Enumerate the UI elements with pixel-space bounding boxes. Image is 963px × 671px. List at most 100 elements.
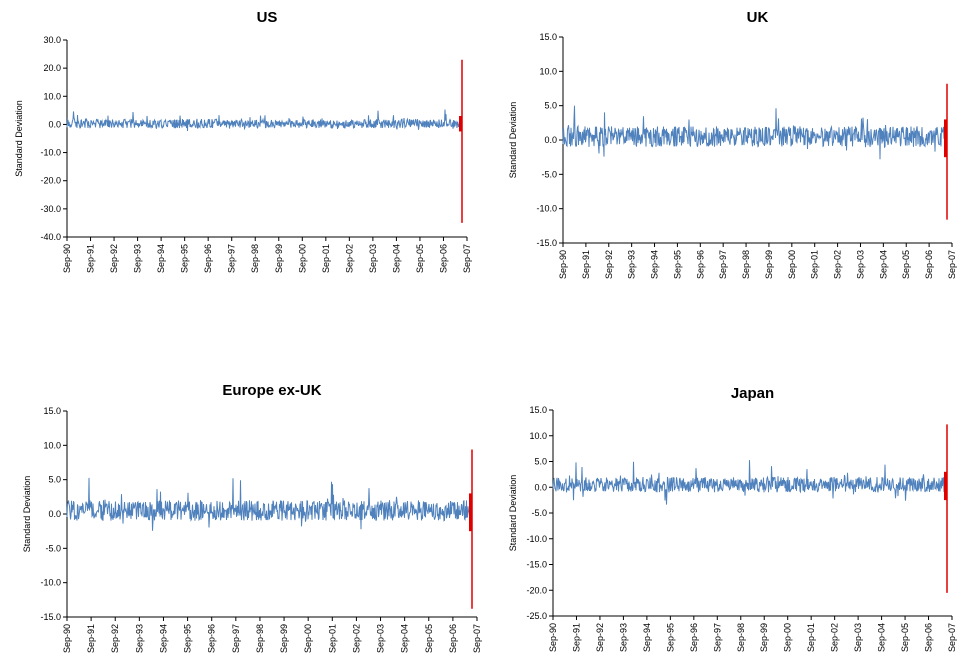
x-tick-label: Sep-05 <box>415 244 425 273</box>
x-tick-label: Sep-96 <box>695 250 705 279</box>
chart-1: UK Standard Deviation -15.0 -10.0 -5.0 0.0 5.0… <box>508 9 957 279</box>
x-tick-label: Sep-01 <box>810 250 820 279</box>
y-tick-label: 5.0 <box>48 475 61 485</box>
chart-title: Europe ex-UK <box>222 382 321 399</box>
x-tick-label: Sep-91 <box>86 244 96 273</box>
x-tick-label: Sep-90 <box>558 250 568 279</box>
y-tick-label: -15.0 <box>536 238 557 248</box>
x-tick-label: Sep-05 <box>900 623 910 652</box>
chart-title: Japan <box>731 385 774 402</box>
x-tick-label: Sep-06 <box>924 250 934 279</box>
x-tick-label: Sep-00 <box>787 250 797 279</box>
x-tick-label: Sep-01 <box>321 244 331 273</box>
y-axis-label: Standard Deviation <box>14 100 24 177</box>
x-tick-label: Sep-98 <box>741 250 751 279</box>
x-tick-label: Sep-06 <box>448 624 458 653</box>
x-tick-label: Sep-00 <box>297 244 307 273</box>
x-tick-label: Sep-06 <box>438 244 448 273</box>
x-tick-label: Sep-92 <box>109 244 119 273</box>
x-tick-label: Sep-98 <box>736 623 746 652</box>
x-tick-label: Sep-90 <box>548 623 558 652</box>
x-tick-label: Sep-05 <box>424 624 434 653</box>
x-tick-label: Sep-05 <box>901 250 911 279</box>
y-tick-label: -30.0 <box>40 204 61 214</box>
x-tick-label: Sep-03 <box>853 623 863 652</box>
chart-0: US Standard Deviation -40.0 -30.0 -20.0 -10.0… <box>14 9 472 273</box>
x-tick-label: Sep-97 <box>712 623 722 652</box>
x-tick-label: Sep-95 <box>672 250 682 279</box>
x-tick-label: Sep-99 <box>759 623 769 652</box>
y-tick-label: -5.0 <box>45 543 61 553</box>
x-tick-label: Sep-99 <box>279 624 289 653</box>
x-tick-label: Sep-04 <box>391 244 401 273</box>
x-tick-label: Sep-04 <box>877 623 887 652</box>
series-line <box>66 109 462 132</box>
x-tick-label: Sep-93 <box>134 624 144 653</box>
y-tick-label: -10.0 <box>40 148 61 158</box>
y-tick-label: 0.0 <box>534 482 547 492</box>
y-tick-label: 20.0 <box>43 63 61 73</box>
x-tick-label: Sep-00 <box>783 623 793 652</box>
y-tick-label: -5.0 <box>531 508 547 518</box>
x-tick-label: Sep-95 <box>183 624 193 653</box>
x-tick-label: Sep-07 <box>947 623 957 652</box>
x-tick-label: Sep-02 <box>351 624 361 653</box>
y-tick-label: -10.0 <box>536 204 557 214</box>
y-tick-label: 15.0 <box>43 406 61 416</box>
y-tick-label: -20.0 <box>40 176 61 186</box>
y-axis-label: Standard Deviation <box>22 476 32 553</box>
x-tick-label: Sep-99 <box>274 244 284 273</box>
y-tick-label: 10.0 <box>43 440 61 450</box>
y-tick-label: -10.0 <box>526 534 547 544</box>
x-tick-label: Sep-91 <box>571 623 581 652</box>
y-tick-label: -10.0 <box>40 578 61 588</box>
y-tick-label: -15.0 <box>40 612 61 622</box>
chart-2: Europe ex-UK Standard Deviation -15.0 -10.0… <box>22 382 482 653</box>
x-tick-label: Sep-97 <box>718 250 728 279</box>
y-axis-label: Standard Deviation <box>508 102 518 179</box>
series-line <box>562 105 947 160</box>
x-tick-label: Sep-98 <box>255 624 265 653</box>
y-tick-label: 0.0 <box>544 135 557 145</box>
x-tick-label: Sep-97 <box>227 244 237 273</box>
x-tick-label: Sep-03 <box>368 244 378 273</box>
x-tick-label: Sep-03 <box>376 624 386 653</box>
x-tick-label: Sep-03 <box>855 250 865 279</box>
x-tick-label: Sep-93 <box>133 244 143 273</box>
x-tick-label: Sep-93 <box>618 623 628 652</box>
y-tick-label: -25.0 <box>526 611 547 621</box>
x-tick-label: Sep-96 <box>203 244 213 273</box>
chart-title: UK <box>747 9 769 26</box>
x-tick-label: Sep-90 <box>62 244 72 273</box>
y-tick-label: 30.0 <box>43 35 61 45</box>
y-tick-label: -20.0 <box>526 585 547 595</box>
x-tick-label: Sep-94 <box>642 623 652 652</box>
x-tick-label: Sep-02 <box>833 250 843 279</box>
x-tick-label: Sep-94 <box>650 250 660 279</box>
y-tick-label: 5.0 <box>544 101 557 111</box>
x-tick-label: Sep-92 <box>604 250 614 279</box>
x-tick-label: Sep-07 <box>947 250 957 279</box>
chart-3: Japan Standard Deviation -25.0 -20.0 -15.0 -1… <box>508 385 957 652</box>
x-tick-label: Sep-94 <box>156 244 166 273</box>
x-tick-label: Sep-02 <box>830 623 840 652</box>
y-tick-label: 10.0 <box>529 431 547 441</box>
x-tick-label: Sep-91 <box>86 624 96 653</box>
y-tick-label: -5.0 <box>541 169 557 179</box>
y-tick-label: 0.0 <box>48 509 61 519</box>
y-tick-label: 10.0 <box>43 91 61 101</box>
y-tick-label: 15.0 <box>539 32 557 42</box>
x-tick-label: Sep-02 <box>344 244 354 273</box>
y-tick-label: 10.0 <box>539 66 557 76</box>
x-tick-label: Sep-99 <box>764 250 774 279</box>
x-tick-label: Sep-91 <box>581 250 591 279</box>
x-tick-label: Sep-90 <box>62 624 72 653</box>
y-tick-label: 0.0 <box>48 119 61 129</box>
x-tick-label: Sep-01 <box>327 624 337 653</box>
series-line <box>66 477 472 531</box>
x-tick-label: Sep-95 <box>180 244 190 273</box>
x-tick-label: Sep-04 <box>400 624 410 653</box>
x-tick-label: Sep-96 <box>207 624 217 653</box>
